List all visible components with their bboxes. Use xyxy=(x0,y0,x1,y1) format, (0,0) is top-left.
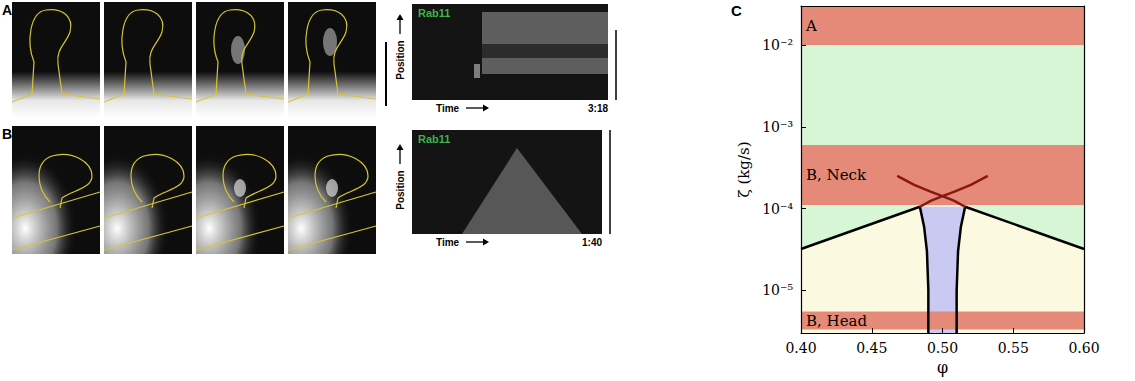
svg-text:10⁻⁵: 10⁻⁵ xyxy=(762,282,793,298)
svg-text:0.55: 0.55 xyxy=(998,340,1029,356)
svg-text:A: A xyxy=(805,17,817,35)
svg-text:0.45: 0.45 xyxy=(856,340,887,356)
svg-text:Position: Position xyxy=(395,40,406,79)
svg-text:1:40: 1:40 xyxy=(582,237,602,248)
svg-text:B, Neck: B, Neck xyxy=(806,166,867,184)
svg-text:10⁻⁴: 10⁻⁴ xyxy=(762,201,793,217)
svg-text:φ: φ xyxy=(937,358,948,377)
svg-text:A: A xyxy=(2,2,12,18)
svg-text:0.50: 0.50 xyxy=(927,340,958,356)
svg-text:Time: Time xyxy=(436,103,460,114)
svg-text:Rab11: Rab11 xyxy=(418,133,450,145)
svg-text:Position: Position xyxy=(395,170,406,209)
svg-text:Time: Time xyxy=(436,237,460,248)
html-text:C: C xyxy=(731,2,742,19)
svg-text:10⁻³: 10⁻³ xyxy=(762,119,793,135)
svg-text:ζ (kg/s): ζ (kg/s) xyxy=(735,141,753,197)
svg-text:B: B xyxy=(2,126,12,142)
svg-text:B, Head: B, Head xyxy=(806,312,867,330)
svg-text:0.60: 0.60 xyxy=(1068,340,1099,356)
svg-text:10⁻²: 10⁻² xyxy=(762,37,793,53)
svg-text:3:18: 3:18 xyxy=(588,103,608,114)
svg-text:Rab11: Rab11 xyxy=(418,7,450,19)
svg-text:0.40: 0.40 xyxy=(785,340,816,356)
